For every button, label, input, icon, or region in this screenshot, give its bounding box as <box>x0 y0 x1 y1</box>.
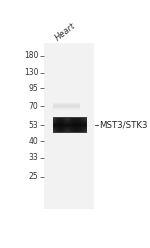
Text: MST3/STK3: MST3/STK3 <box>99 121 147 130</box>
Bar <box>44 43 94 209</box>
Text: 70: 70 <box>28 102 38 111</box>
Text: Heart: Heart <box>54 21 77 42</box>
Text: 130: 130 <box>24 68 38 77</box>
Text: 25: 25 <box>29 172 38 181</box>
Text: 95: 95 <box>28 84 38 93</box>
Text: 40: 40 <box>28 137 38 146</box>
Text: 33: 33 <box>28 153 38 162</box>
Text: 180: 180 <box>24 51 38 60</box>
Text: 53: 53 <box>28 121 38 130</box>
